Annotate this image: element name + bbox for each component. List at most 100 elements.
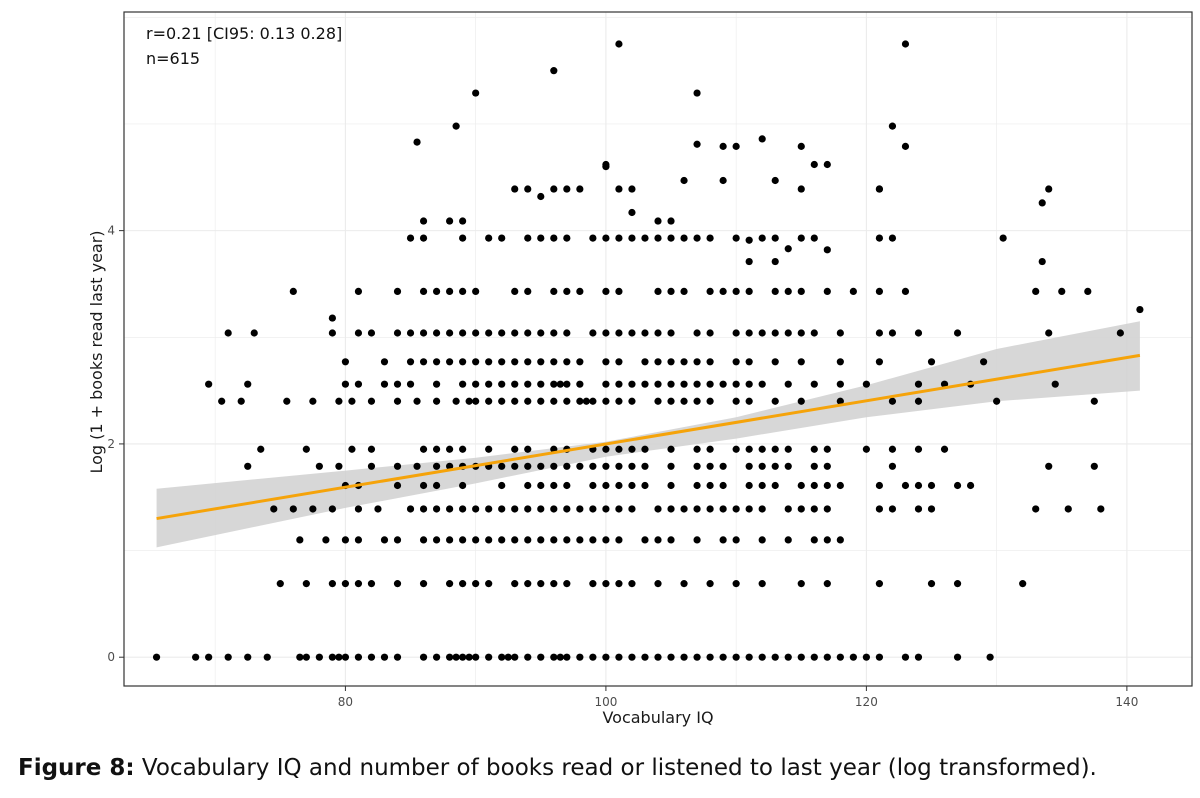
- plot-border: [123, 11, 1193, 687]
- data-point: [732, 580, 740, 588]
- data-point: [498, 653, 506, 661]
- x-tick-label: 120: [855, 695, 878, 709]
- data-point: [784, 462, 792, 470]
- data-point: [576, 185, 584, 193]
- data-point: [589, 653, 597, 661]
- data-point: [192, 653, 200, 661]
- data-point: [823, 653, 831, 661]
- data-point: [537, 234, 545, 242]
- data-point: [745, 445, 753, 453]
- data-point: [406, 329, 415, 337]
- data-point: [341, 358, 350, 366]
- y-tick-label: 0: [107, 650, 115, 664]
- data-point: [758, 653, 766, 661]
- data-point: [315, 653, 323, 661]
- data-point: [432, 329, 441, 337]
- data-point: [628, 329, 636, 337]
- data-point: [537, 653, 545, 661]
- data-point: [615, 40, 623, 48]
- data-point: [836, 481, 844, 490]
- data-point: [459, 380, 467, 388]
- regression-line: [156, 353, 1141, 521]
- data-point: [459, 217, 467, 225]
- data-point: [485, 397, 493, 405]
- data-point: [289, 287, 297, 296]
- data-point: [511, 462, 519, 470]
- data-point: [406, 505, 415, 513]
- y-tick-label: 4: [107, 224, 115, 238]
- data-point: [485, 505, 493, 513]
- data-point: [296, 536, 304, 544]
- data-point: [563, 287, 571, 296]
- data-point: [413, 138, 421, 146]
- data-point: [485, 329, 493, 337]
- data-point: [335, 653, 343, 661]
- data-point: [927, 505, 936, 513]
- data-point: [641, 462, 649, 470]
- data-point: [732, 358, 740, 366]
- data-point: [732, 234, 740, 242]
- data-point: [797, 185, 805, 193]
- data-point: [602, 163, 610, 171]
- data-point: [823, 536, 831, 544]
- data-point: [758, 580, 766, 588]
- data-point: [771, 397, 779, 405]
- scatter-chart: 80 100 120 140 0 2 4 r=0.21 [CI95: 0.13 0.28]…: [87, 11, 1193, 727]
- data-point: [589, 505, 597, 513]
- y-axis-title: Log (1 + books read last year): [87, 230, 106, 473]
- data-point: [823, 462, 831, 470]
- data-point: [784, 380, 792, 388]
- data-point: [628, 462, 636, 470]
- data-point: [589, 481, 597, 490]
- data-point: [354, 287, 363, 296]
- data-point: [641, 380, 649, 388]
- data-point: [419, 234, 428, 242]
- data-point: [380, 358, 389, 366]
- data-point: [419, 580, 428, 588]
- data-point: [641, 653, 649, 661]
- data-point: [680, 358, 688, 366]
- data-point: [680, 176, 688, 185]
- data-point: [732, 397, 740, 405]
- data-point: [504, 653, 512, 661]
- data-point: [667, 380, 675, 388]
- data-point: [563, 653, 571, 661]
- data-point: [693, 380, 701, 388]
- data-point: [524, 380, 532, 388]
- data-point: [419, 653, 428, 661]
- data-point: [511, 505, 519, 513]
- data-point: [602, 397, 610, 405]
- data-point: [393, 380, 402, 388]
- data-point: [589, 536, 597, 544]
- data-point: [810, 536, 818, 544]
- data-point: [465, 397, 473, 405]
- data-point: [432, 536, 441, 544]
- data-point: [823, 287, 831, 296]
- data-point: [745, 653, 753, 661]
- data-point: [641, 445, 649, 453]
- data-point: [432, 287, 441, 296]
- data-point: [250, 329, 258, 337]
- data-point: [706, 653, 714, 661]
- data-point: [615, 580, 623, 588]
- data-point: [719, 287, 727, 296]
- data-point: [667, 462, 675, 470]
- data-point: [459, 445, 467, 453]
- data-point: [419, 481, 428, 490]
- data-point: [927, 358, 936, 366]
- data-point: [888, 122, 897, 130]
- data-point: [1064, 505, 1072, 513]
- data-point: [446, 462, 454, 470]
- data-point: [888, 234, 897, 242]
- data-point: [498, 234, 506, 242]
- data-point: [810, 380, 818, 388]
- data-point: [257, 445, 265, 453]
- data-point: [641, 234, 649, 242]
- data-point: [654, 287, 662, 296]
- data-point: [1032, 287, 1040, 296]
- data-point: [341, 580, 350, 588]
- data-point: [602, 653, 610, 661]
- data-point: [993, 397, 1001, 405]
- data-point: [732, 445, 740, 453]
- data-point: [367, 329, 376, 337]
